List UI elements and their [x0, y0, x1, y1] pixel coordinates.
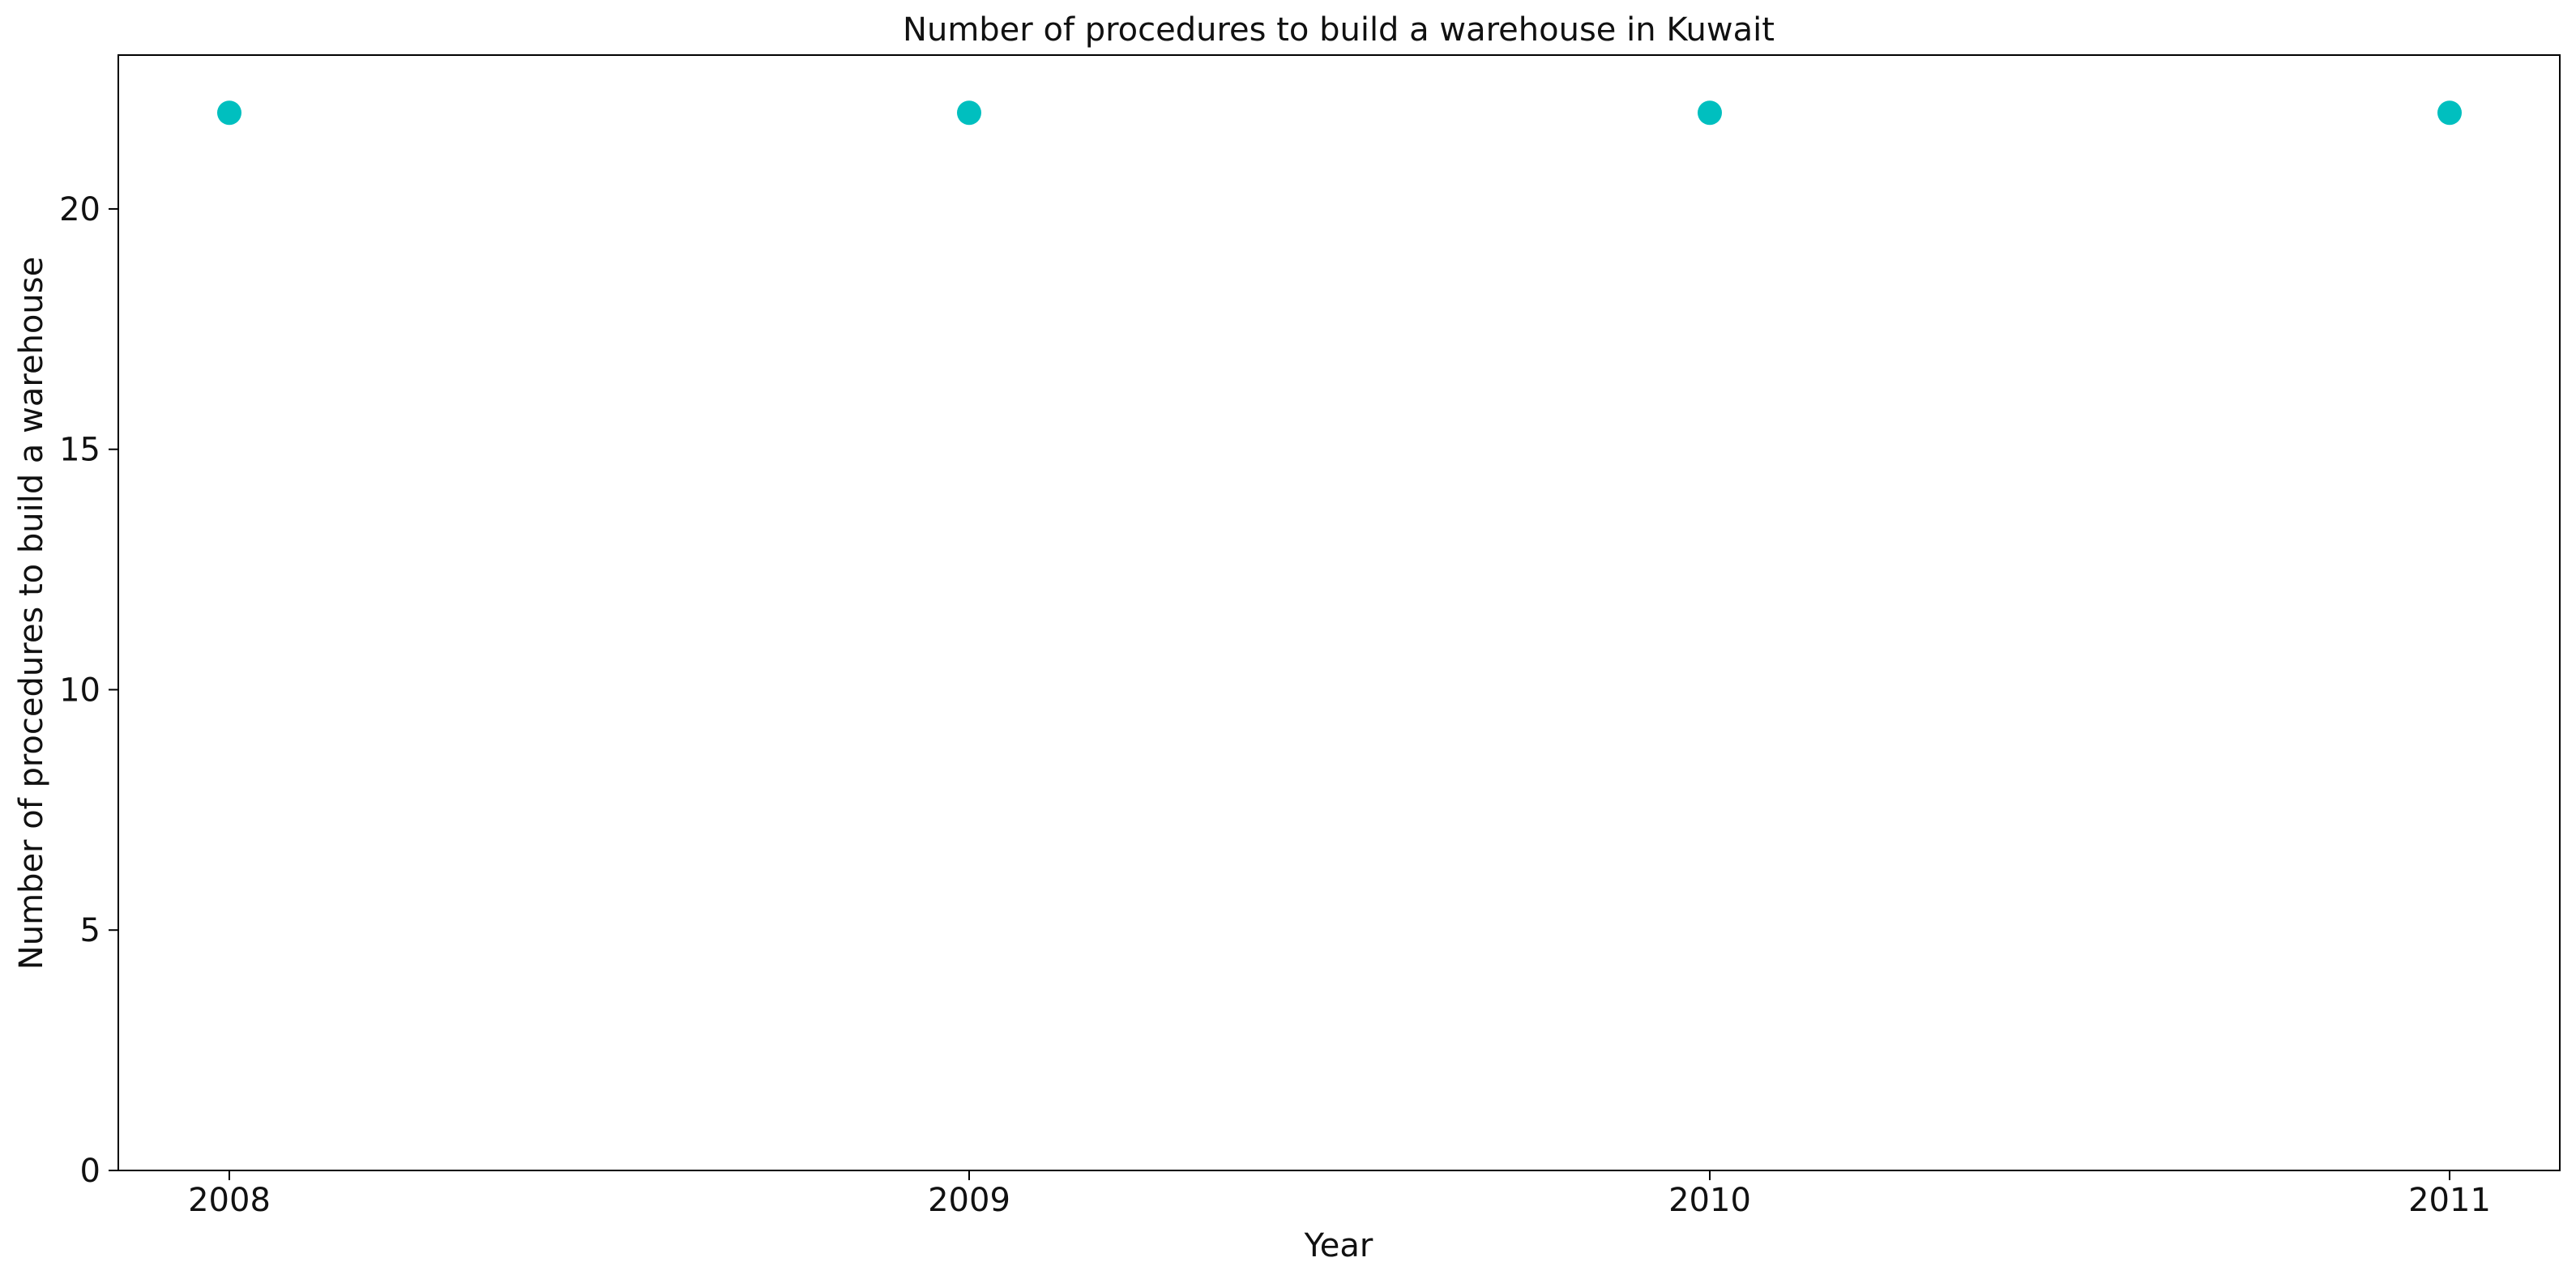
x-tick-label: 2010	[1668, 1182, 1751, 1219]
plot-area-group: 0 5 10 15 20 2008 2009 2010 2011	[59, 54, 2561, 1219]
y-axis-label: Number of procedures to build a warehous…	[13, 257, 50, 970]
data-point	[2437, 100, 2462, 126]
y-axis-ticks: 0 5 10 15 20	[59, 191, 118, 1190]
data-point	[957, 100, 981, 126]
plot-frame	[117, 54, 2561, 1171]
x-axis-ticks: 2008 2009 2010 2011	[188, 1170, 2491, 1219]
y-tick-label: 0	[80, 1153, 100, 1190]
x-tick-label: 2011	[2408, 1182, 2491, 1219]
x-axis-label: Year	[1304, 1227, 1373, 1264]
x-tick-label: 2009	[928, 1182, 1010, 1219]
data-point	[217, 100, 241, 126]
y-tick-label: 5	[80, 912, 100, 949]
y-tick-label: 15	[59, 432, 100, 469]
data-point	[1698, 100, 1722, 126]
y-tick-label: 20	[59, 191, 100, 228]
y-tick-label: 10	[59, 671, 100, 709]
data-points	[217, 100, 2462, 126]
x-tick-label: 2008	[188, 1182, 271, 1219]
chart-title: Number of procedures to build a warehous…	[903, 11, 1775, 49]
